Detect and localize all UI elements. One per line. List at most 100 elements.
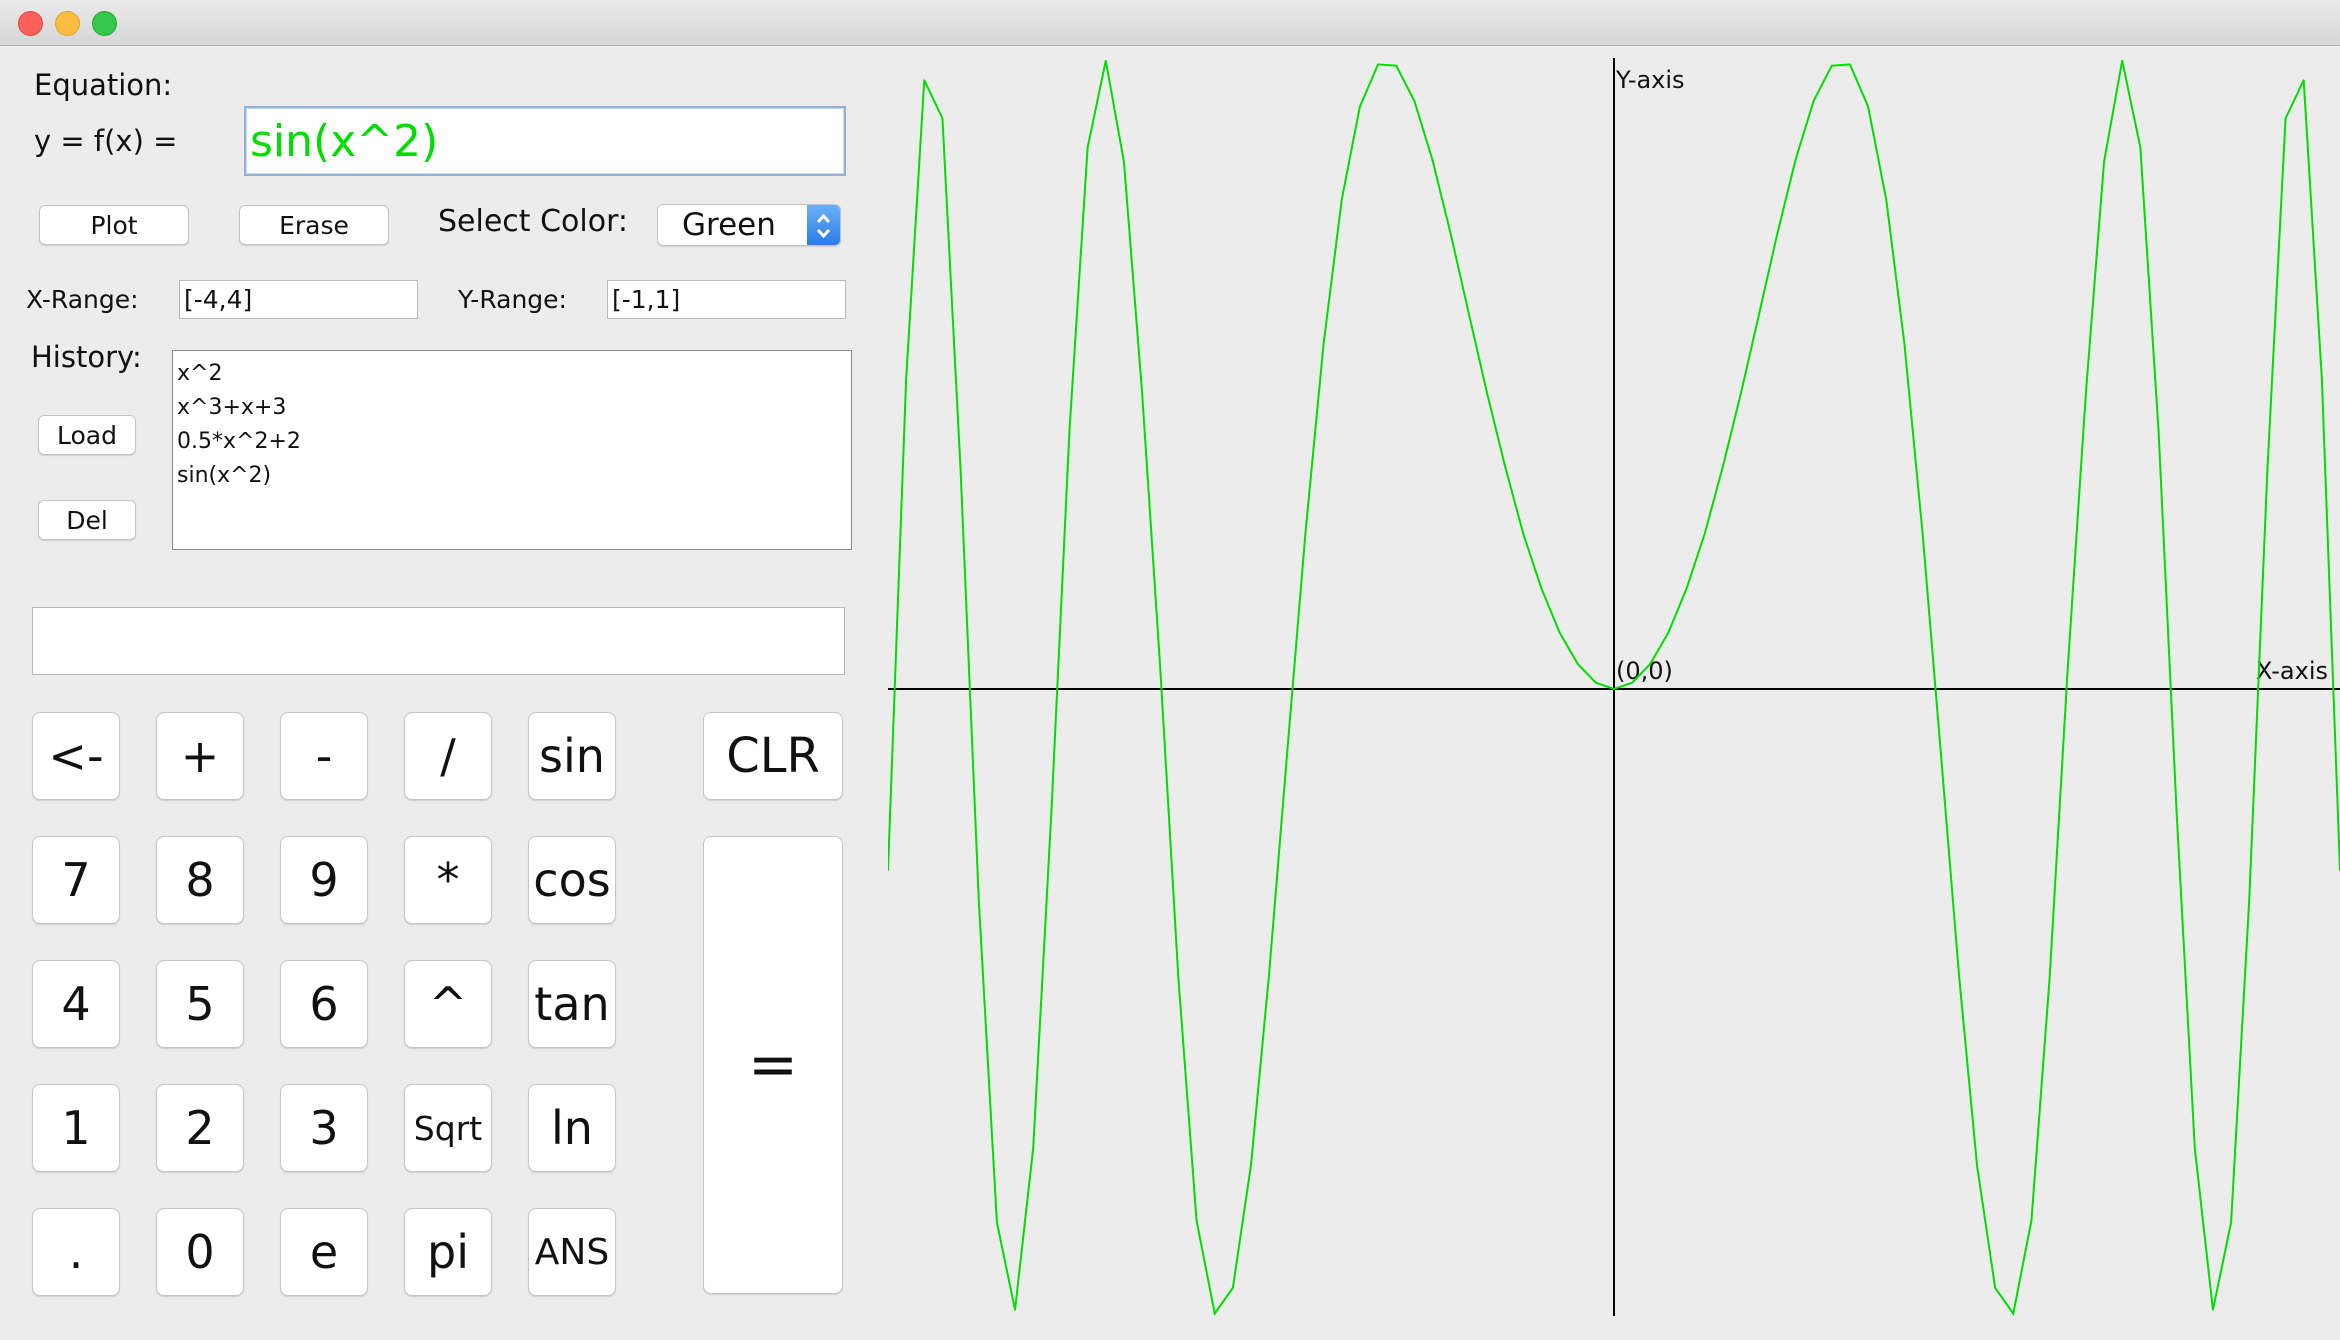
curve-point bbox=[1395, 64, 1397, 67]
y-axis-label: Y-axis bbox=[1615, 66, 1685, 94]
curve-point bbox=[1377, 63, 1379, 66]
key-0[interactable]: 0 bbox=[156, 1208, 244, 1296]
curve-point bbox=[1141, 391, 1143, 394]
key-minus[interactable]: - bbox=[280, 712, 368, 800]
curve-point bbox=[1159, 667, 1162, 670]
key-8[interactable]: 8 bbox=[156, 836, 244, 924]
load-button[interactable]: Load bbox=[38, 415, 136, 455]
key-pi[interactable]: pi bbox=[404, 1208, 492, 1296]
key-decimal[interactable]: . bbox=[32, 1208, 120, 1296]
color-select[interactable]: Green bbox=[657, 204, 841, 246]
key-tan[interactable]: tan bbox=[528, 960, 616, 1048]
y-range-label: Y-Range: bbox=[458, 285, 567, 314]
graph-svg: Y-axis X-axis (0,0) bbox=[887, 58, 2340, 1317]
plot-button[interactable]: Plot bbox=[39, 205, 189, 245]
x-range-input-text: [-4,4] bbox=[184, 285, 253, 314]
key-7[interactable]: 7 bbox=[32, 836, 120, 924]
curve-point bbox=[1540, 587, 1543, 590]
calculator-display[interactable] bbox=[32, 607, 845, 675]
curve-point bbox=[1123, 161, 1125, 163]
curve-point bbox=[1703, 532, 1706, 535]
curve-point bbox=[1685, 587, 1688, 590]
window-titlebar bbox=[0, 0, 2340, 46]
curve-point bbox=[1649, 663, 1652, 665]
key-9[interactable]: 9 bbox=[280, 836, 368, 924]
curve-point bbox=[2194, 1147, 2196, 1149]
curve-point bbox=[2321, 378, 2323, 380]
curve-point bbox=[1177, 977, 1180, 980]
key-ln[interactable]: ln bbox=[528, 1084, 616, 1172]
equals-button[interactable]: = bbox=[703, 836, 843, 1294]
curve-point bbox=[1431, 159, 1434, 161]
key-sqrt[interactable]: Sqrt bbox=[404, 1084, 492, 1172]
curve-point bbox=[1722, 465, 1724, 468]
curve-point bbox=[977, 898, 980, 901]
key-plus[interactable]: + bbox=[156, 712, 244, 800]
curve-point bbox=[1504, 465, 1506, 468]
x-axis-label: X-axis bbox=[2256, 657, 2328, 685]
curve-point bbox=[1449, 232, 1452, 235]
history-list[interactable]: x^2 x^3+x+3 0.5*x^2+2 sin(x^2) bbox=[172, 350, 852, 550]
curve-point bbox=[1086, 146, 1089, 149]
key-4[interactable]: 4 bbox=[32, 960, 120, 1048]
curve-point bbox=[1613, 688, 1615, 690]
curve-point bbox=[1105, 59, 1107, 62]
curve-point bbox=[1903, 342, 1906, 345]
history-item[interactable]: 0.5*x^2+2 bbox=[177, 429, 301, 454]
equation-input-text: sin(x^2) bbox=[250, 115, 439, 167]
equation-input[interactable]: sin(x^2) bbox=[244, 106, 846, 176]
key-5[interactable]: 5 bbox=[156, 960, 244, 1048]
curve-point bbox=[1413, 100, 1416, 102]
key-backspace[interactable]: <- bbox=[32, 712, 120, 800]
curve-point bbox=[1322, 342, 1325, 345]
curve-point bbox=[1812, 100, 1815, 102]
curve-point bbox=[2121, 59, 2123, 62]
del-button[interactable]: Del bbox=[38, 500, 136, 540]
curve-point bbox=[1595, 681, 1597, 684]
zoom-window-button[interactable] bbox=[92, 11, 117, 36]
key-e[interactable]: e bbox=[280, 1208, 368, 1296]
key-6[interactable]: 6 bbox=[280, 960, 368, 1048]
history-item[interactable]: sin(x^2) bbox=[177, 463, 272, 488]
curve-point bbox=[887, 869, 889, 871]
curve-point bbox=[1758, 312, 1760, 315]
curve-point bbox=[1958, 972, 1960, 975]
key-multiply[interactable]: * bbox=[404, 836, 492, 924]
curve-point bbox=[1631, 681, 1633, 684]
graph-canvas[interactable]: Y-axis X-axis (0,0) bbox=[887, 48, 2340, 1336]
history-item[interactable]: x^3+x+3 bbox=[177, 395, 287, 420]
curve-point bbox=[996, 1221, 998, 1224]
curve-point bbox=[1939, 750, 1942, 753]
key-2[interactable]: 2 bbox=[156, 1084, 244, 1172]
y-range-input[interactable]: [-1,1] bbox=[607, 280, 846, 319]
curve-point bbox=[2085, 391, 2087, 394]
curve-point bbox=[1304, 532, 1307, 534]
curve-point bbox=[1268, 972, 1270, 975]
curve-point bbox=[1667, 631, 1670, 634]
key-1[interactable]: 1 bbox=[32, 1084, 120, 1172]
key-cos[interactable]: cos bbox=[528, 836, 616, 924]
curve-point bbox=[2048, 977, 2051, 980]
key-divide[interactable]: / bbox=[404, 712, 492, 800]
curve-point bbox=[1468, 312, 1470, 315]
x-range-input[interactable]: [-4,4] bbox=[179, 280, 418, 319]
curve-point bbox=[2284, 117, 2287, 120]
key-ans[interactable]: ANS bbox=[528, 1208, 616, 1296]
clear-button[interactable]: CLR bbox=[703, 712, 843, 800]
curve-point bbox=[1032, 1147, 1034, 1149]
curve-point bbox=[1522, 532, 1525, 535]
curve-point bbox=[2139, 146, 2142, 149]
erase-button[interactable]: Erase bbox=[239, 205, 389, 245]
key-sin[interactable]: sin bbox=[528, 712, 616, 800]
key-power[interactable]: ^ bbox=[404, 960, 492, 1048]
history-label: History: bbox=[31, 340, 142, 374]
select-arrows-icon bbox=[807, 205, 840, 245]
close-window-button[interactable] bbox=[18, 11, 43, 36]
curve-point bbox=[2248, 898, 2251, 901]
minimize-window-button[interactable] bbox=[55, 11, 80, 36]
curve-point bbox=[2212, 1309, 2214, 1311]
curve-point bbox=[2230, 1221, 2232, 1224]
history-item[interactable]: x^2 bbox=[177, 361, 223, 386]
key-3[interactable]: 3 bbox=[280, 1084, 368, 1172]
curve-point bbox=[1740, 391, 1742, 394]
